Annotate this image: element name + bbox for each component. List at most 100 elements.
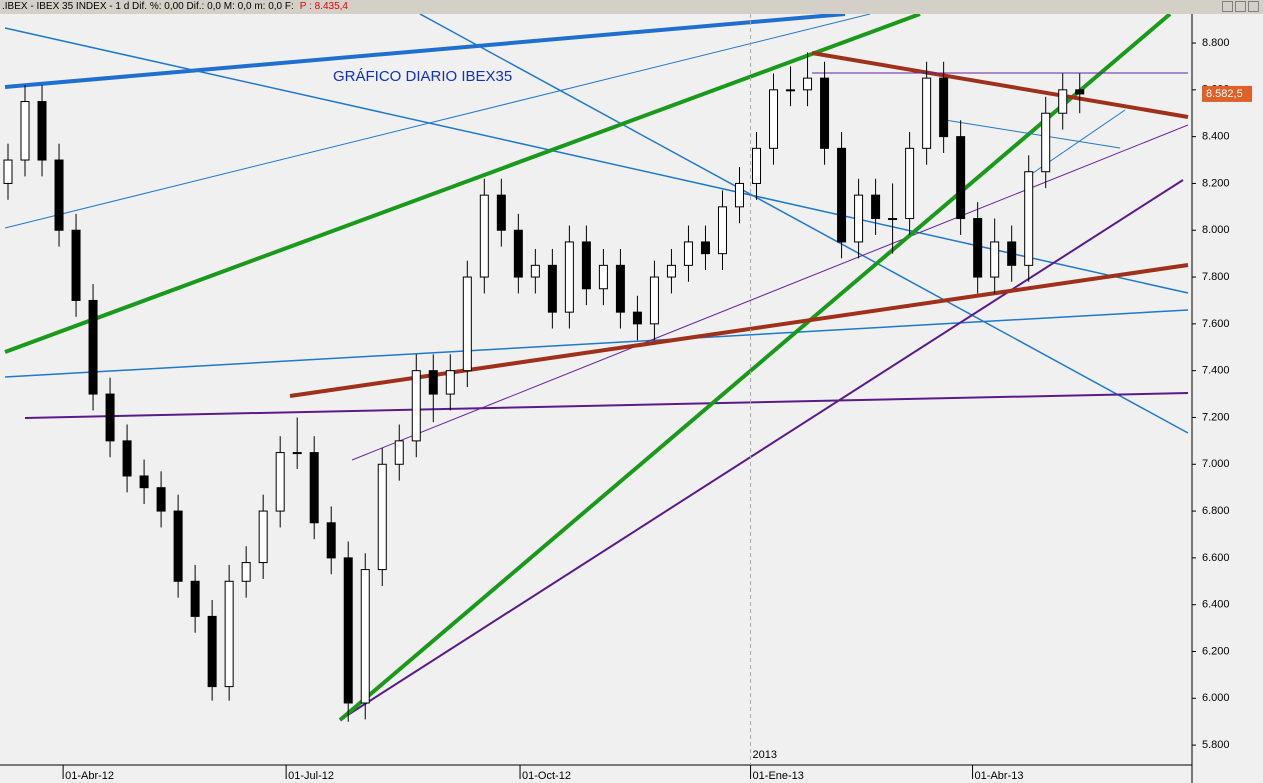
candle-body <box>547 264 557 313</box>
candle-body <box>922 77 932 149</box>
candle-body <box>598 264 608 290</box>
candle-body <box>173 510 183 582</box>
candle-body <box>769 89 779 149</box>
candle-body <box>20 101 30 161</box>
candle-body <box>309 452 319 524</box>
y-tick-label: 6.200 <box>1202 645 1230 657</box>
candle-body <box>37 101 47 161</box>
candle-body <box>1007 241 1017 266</box>
candle-body <box>258 510 268 564</box>
candle-body <box>734 182 744 208</box>
y-tick-label: 6.400 <box>1202 599 1230 611</box>
trend-line <box>351 124 1189 461</box>
candle-body <box>156 487 166 512</box>
y-tick-label: 8.000 <box>1202 224 1230 236</box>
candle-body <box>377 463 387 571</box>
y-tick-label: 6.600 <box>1202 552 1230 564</box>
last-price-box <box>1202 85 1252 102</box>
candle-body <box>479 194 489 278</box>
trend-line <box>4 14 846 89</box>
y-tick-label: 7.600 <box>1202 318 1230 330</box>
candle-body <box>275 452 285 512</box>
candle-body <box>581 241 591 290</box>
candle-body <box>122 440 132 477</box>
header-bar: .IBEX - IBEX 35 INDEX - 1 d Dif. %: 0,00… <box>0 0 1263 14</box>
candle-body <box>649 276 659 325</box>
candle-body <box>683 241 693 266</box>
candle-body <box>496 194 506 231</box>
x-tick-label: 01-Abr-12 <box>65 770 114 782</box>
candle-body <box>88 299 98 395</box>
y-tick-label: 7.200 <box>1202 411 1230 423</box>
candle-body <box>752 147 762 184</box>
minimize-button[interactable] <box>1222 1 1233 12</box>
candle-body <box>615 264 625 313</box>
candle-body <box>54 159 64 231</box>
y-tick-label: 7.800 <box>1202 271 1230 283</box>
candle-body <box>224 580 234 688</box>
trend-line <box>289 263 1189 398</box>
candle-body <box>445 370 455 395</box>
y-tick-label: 5.800 <box>1202 739 1230 751</box>
candle-body <box>360 569 370 704</box>
y-tick-label: 7.400 <box>1202 365 1230 377</box>
candle-body <box>820 77 830 149</box>
close-button[interactable] <box>1248 1 1259 12</box>
candle-body <box>241 562 251 582</box>
candle-body <box>632 311 642 325</box>
x-tick-label: 01-Abr-13 <box>975 770 1024 782</box>
trend-line <box>24 392 1189 419</box>
candle-body <box>462 276 472 372</box>
candle-body <box>888 218 898 221</box>
chart-annotation: GRÁFICO DIARIO IBEX35 <box>333 68 512 85</box>
trend-line <box>944 119 1121 149</box>
candle-body <box>700 241 710 255</box>
candle-body <box>786 89 796 92</box>
candle-body <box>1024 171 1034 266</box>
candle-body <box>956 136 966 220</box>
candle-body <box>803 77 813 91</box>
candle-body <box>973 218 983 278</box>
year-label: 2013 <box>753 749 777 761</box>
last-price-label: 8.582,5 <box>1206 88 1243 100</box>
candle-body <box>3 159 13 184</box>
trend-line <box>4 14 921 354</box>
header-price: P : 8.435,4 <box>299 1 348 12</box>
chart: GRÁFICO DIARIO IBEX35 5.800 6.000 6.200 6.4… <box>0 14 1252 783</box>
candle-body <box>139 475 149 489</box>
trend-line <box>811 51 1189 119</box>
trend-line <box>419 14 1189 434</box>
candle-body <box>326 522 336 559</box>
candle-body <box>1058 89 1068 114</box>
candle-body <box>394 440 404 465</box>
header-title: .IBEX - IBEX 35 INDEX - 1 d Dif. %: 0,00… <box>2 1 294 12</box>
candle-body <box>854 194 864 243</box>
y-tick-label: 8.800 <box>1202 37 1230 49</box>
candle-body <box>71 229 81 301</box>
candle-body <box>1075 89 1085 95</box>
candle-body <box>343 557 353 704</box>
candle-body <box>837 147 847 243</box>
candle-body <box>564 241 574 313</box>
trend-line <box>4 309 1189 378</box>
candle-body <box>717 206 727 255</box>
candle-body <box>530 264 540 278</box>
candle-body <box>666 264 676 278</box>
maximize-button[interactable] <box>1235 1 1246 12</box>
trend-line <box>339 179 1184 721</box>
y-tick-label: 7.000 <box>1202 458 1230 470</box>
y-tick-label: 8.400 <box>1202 131 1230 143</box>
candle-body <box>939 77 949 138</box>
candle-body <box>990 241 1000 278</box>
trend-line <box>4 14 871 229</box>
y-tick-label: 6.000 <box>1202 692 1230 704</box>
y-tick-label: 6.800 <box>1202 505 1230 517</box>
candle-body <box>905 147 915 220</box>
candle-body <box>190 580 200 617</box>
x-tick-label: 01-Oct-12 <box>522 770 571 782</box>
x-tick-label: 01-Ene-13 <box>753 770 804 782</box>
plot-area <box>0 14 1192 765</box>
candle-body <box>428 370 438 395</box>
trend-lines <box>4 14 1189 722</box>
